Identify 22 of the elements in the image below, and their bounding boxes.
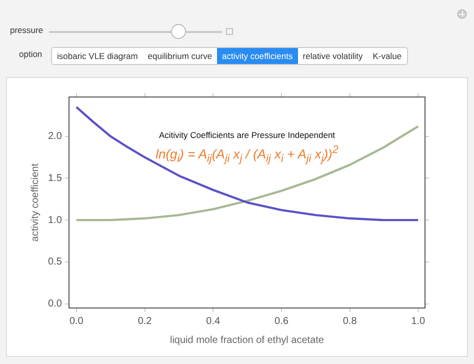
y-axis-title: activity coefficient [30, 163, 41, 242]
text: isobaric VLE diagram [56, 50, 139, 63]
y-tick-label: 1.5 [48, 172, 62, 184]
x-tick-label: 0.4 [206, 316, 221, 327]
y-tick-label: 0.5 [48, 256, 62, 268]
y-tick-label: 2.0 [48, 131, 62, 142]
x-tick-label: 0.6 [274, 316, 289, 327]
text: K-value [372, 50, 403, 63]
text: activity coefficients [217, 48, 298, 64]
text: pressure [10, 25, 44, 35]
x-tick-label: 0.0 [69, 316, 84, 327]
x-tick-label: 0.2 [138, 316, 152, 327]
x-axis-title: liquid mole fraction of ethyl acetate [170, 334, 324, 346]
text: option [19, 49, 42, 59]
text: equilibrium curve [146, 50, 214, 63]
x-tick-label: 1.0 [411, 316, 426, 327]
y-tick-label: 1.0 [48, 214, 62, 226]
text: ln(g$_{i}$) = A$_{ij}$(A$_{ji}$ x$_{j}$ / (A$_{ij}$ x$_{i}$ + A$_{ji}$ x$_{j}$))$^{2}$ [156, 144, 338, 165]
x-tick-label: 0.8 [342, 316, 358, 327]
y-tick-label: 0.0 [48, 298, 62, 310]
text: relative volatility [302, 50, 364, 63]
text: Acitivity Coefficients are Pressure Independent [158, 130, 336, 140]
